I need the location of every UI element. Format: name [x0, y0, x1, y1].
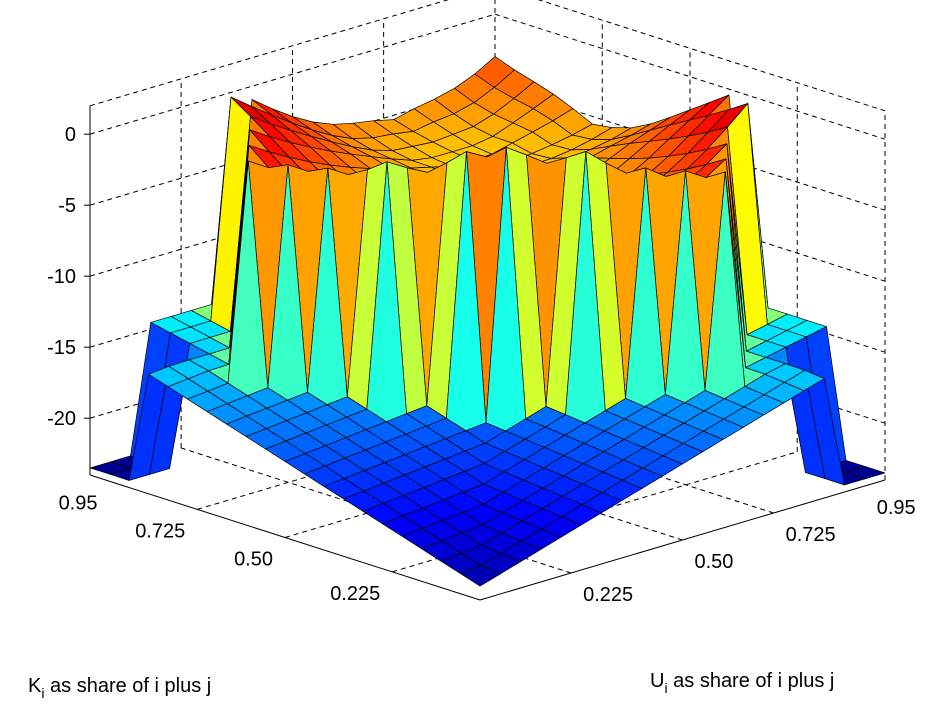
k-axis-line [89, 474, 481, 601]
k-axis-label: Ki as share of i plus j [28, 675, 211, 701]
k-tick-label: 0.50 [234, 549, 273, 571]
surface-cell [460, 565, 501, 587]
u-axis-label: Ui as share of i plus j [650, 670, 834, 696]
surface-mesh [89, 56, 886, 587]
k-tick-label: 0.95 [59, 492, 98, 514]
z-tick-label: 0 [65, 124, 76, 146]
z-tick-label: -15 [47, 337, 76, 359]
grid-top-k [89, 0, 449, 107]
k-tick-label: 0.725 [135, 520, 185, 542]
u-tick-label: 0.50 [695, 551, 734, 573]
grid-line-k-wall-0 [89, 13, 496, 135]
u-tick-label: 0.95 [877, 497, 916, 519]
u-tick-label: 0.725 [786, 524, 836, 546]
k-tick-label: 0.225 [330, 583, 380, 605]
u-axis-line [479, 479, 886, 601]
tick-labels: 0 -5 -10 -15 -20 0.95 0.725 0.50 0.225 0.95 0.725 0… [47, 124, 916, 606]
u-tick-label: 0.225 [583, 584, 633, 606]
z-tick-label: -5 [58, 195, 76, 217]
z-tick-label: -10 [47, 266, 76, 288]
z-tick-label: -20 [47, 408, 76, 430]
